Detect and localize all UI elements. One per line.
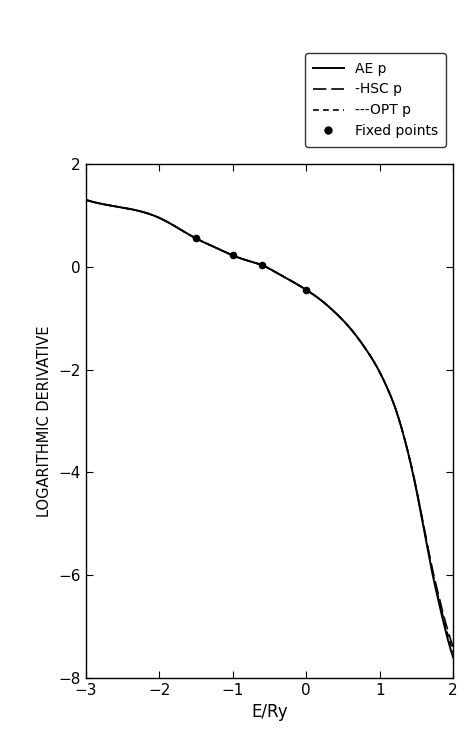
X-axis label: E/Ry: E/Ry [251, 703, 287, 721]
Point [302, 284, 309, 296]
Y-axis label: LOGARITHMIC DERIVATIVE: LOGARITHMIC DERIVATIVE [37, 325, 51, 517]
Point [228, 250, 236, 261]
Legend: AE p, -HSC p, ---OPT p, Fixed points: AE p, -HSC p, ---OPT p, Fixed points [304, 53, 445, 147]
Point [192, 232, 199, 244]
Point [258, 259, 266, 271]
